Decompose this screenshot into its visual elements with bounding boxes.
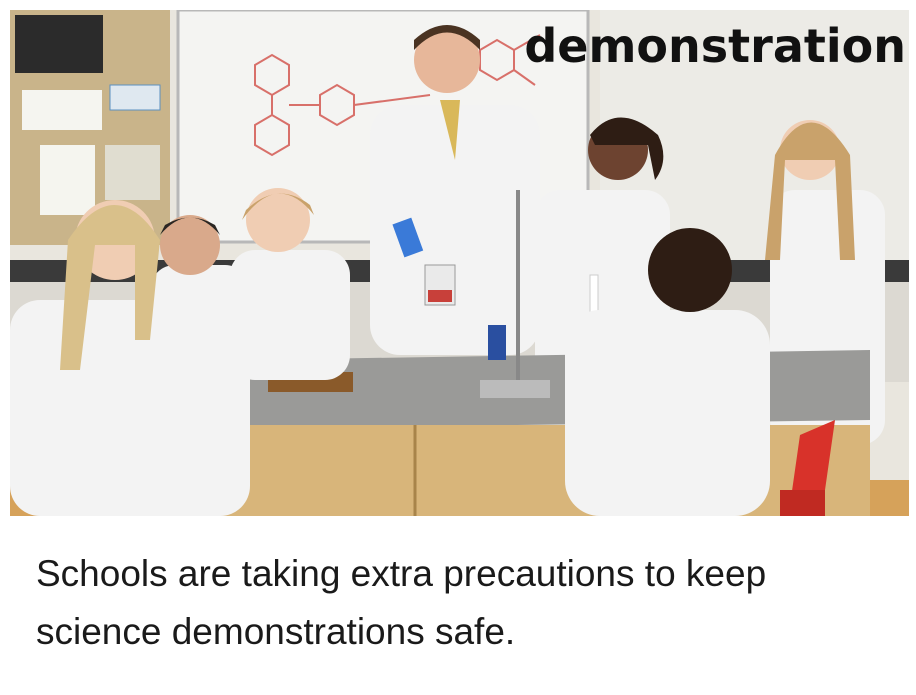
poster-diagram xyxy=(105,145,160,200)
classroom-illustration xyxy=(10,10,909,516)
caption-text: Schools are taking extra precautions to … xyxy=(36,553,767,652)
student-front-right xyxy=(565,228,770,516)
poster-dark xyxy=(15,15,103,73)
classroom-photo xyxy=(10,10,909,516)
teacher xyxy=(370,25,540,355)
poster-letters xyxy=(40,145,95,215)
students-left xyxy=(10,188,350,516)
formula-drawing xyxy=(254,34,541,157)
headword-label: demonstration xyxy=(524,19,906,73)
poster-notes xyxy=(22,90,102,130)
red-chair xyxy=(780,420,835,516)
poster-blue xyxy=(109,84,161,111)
